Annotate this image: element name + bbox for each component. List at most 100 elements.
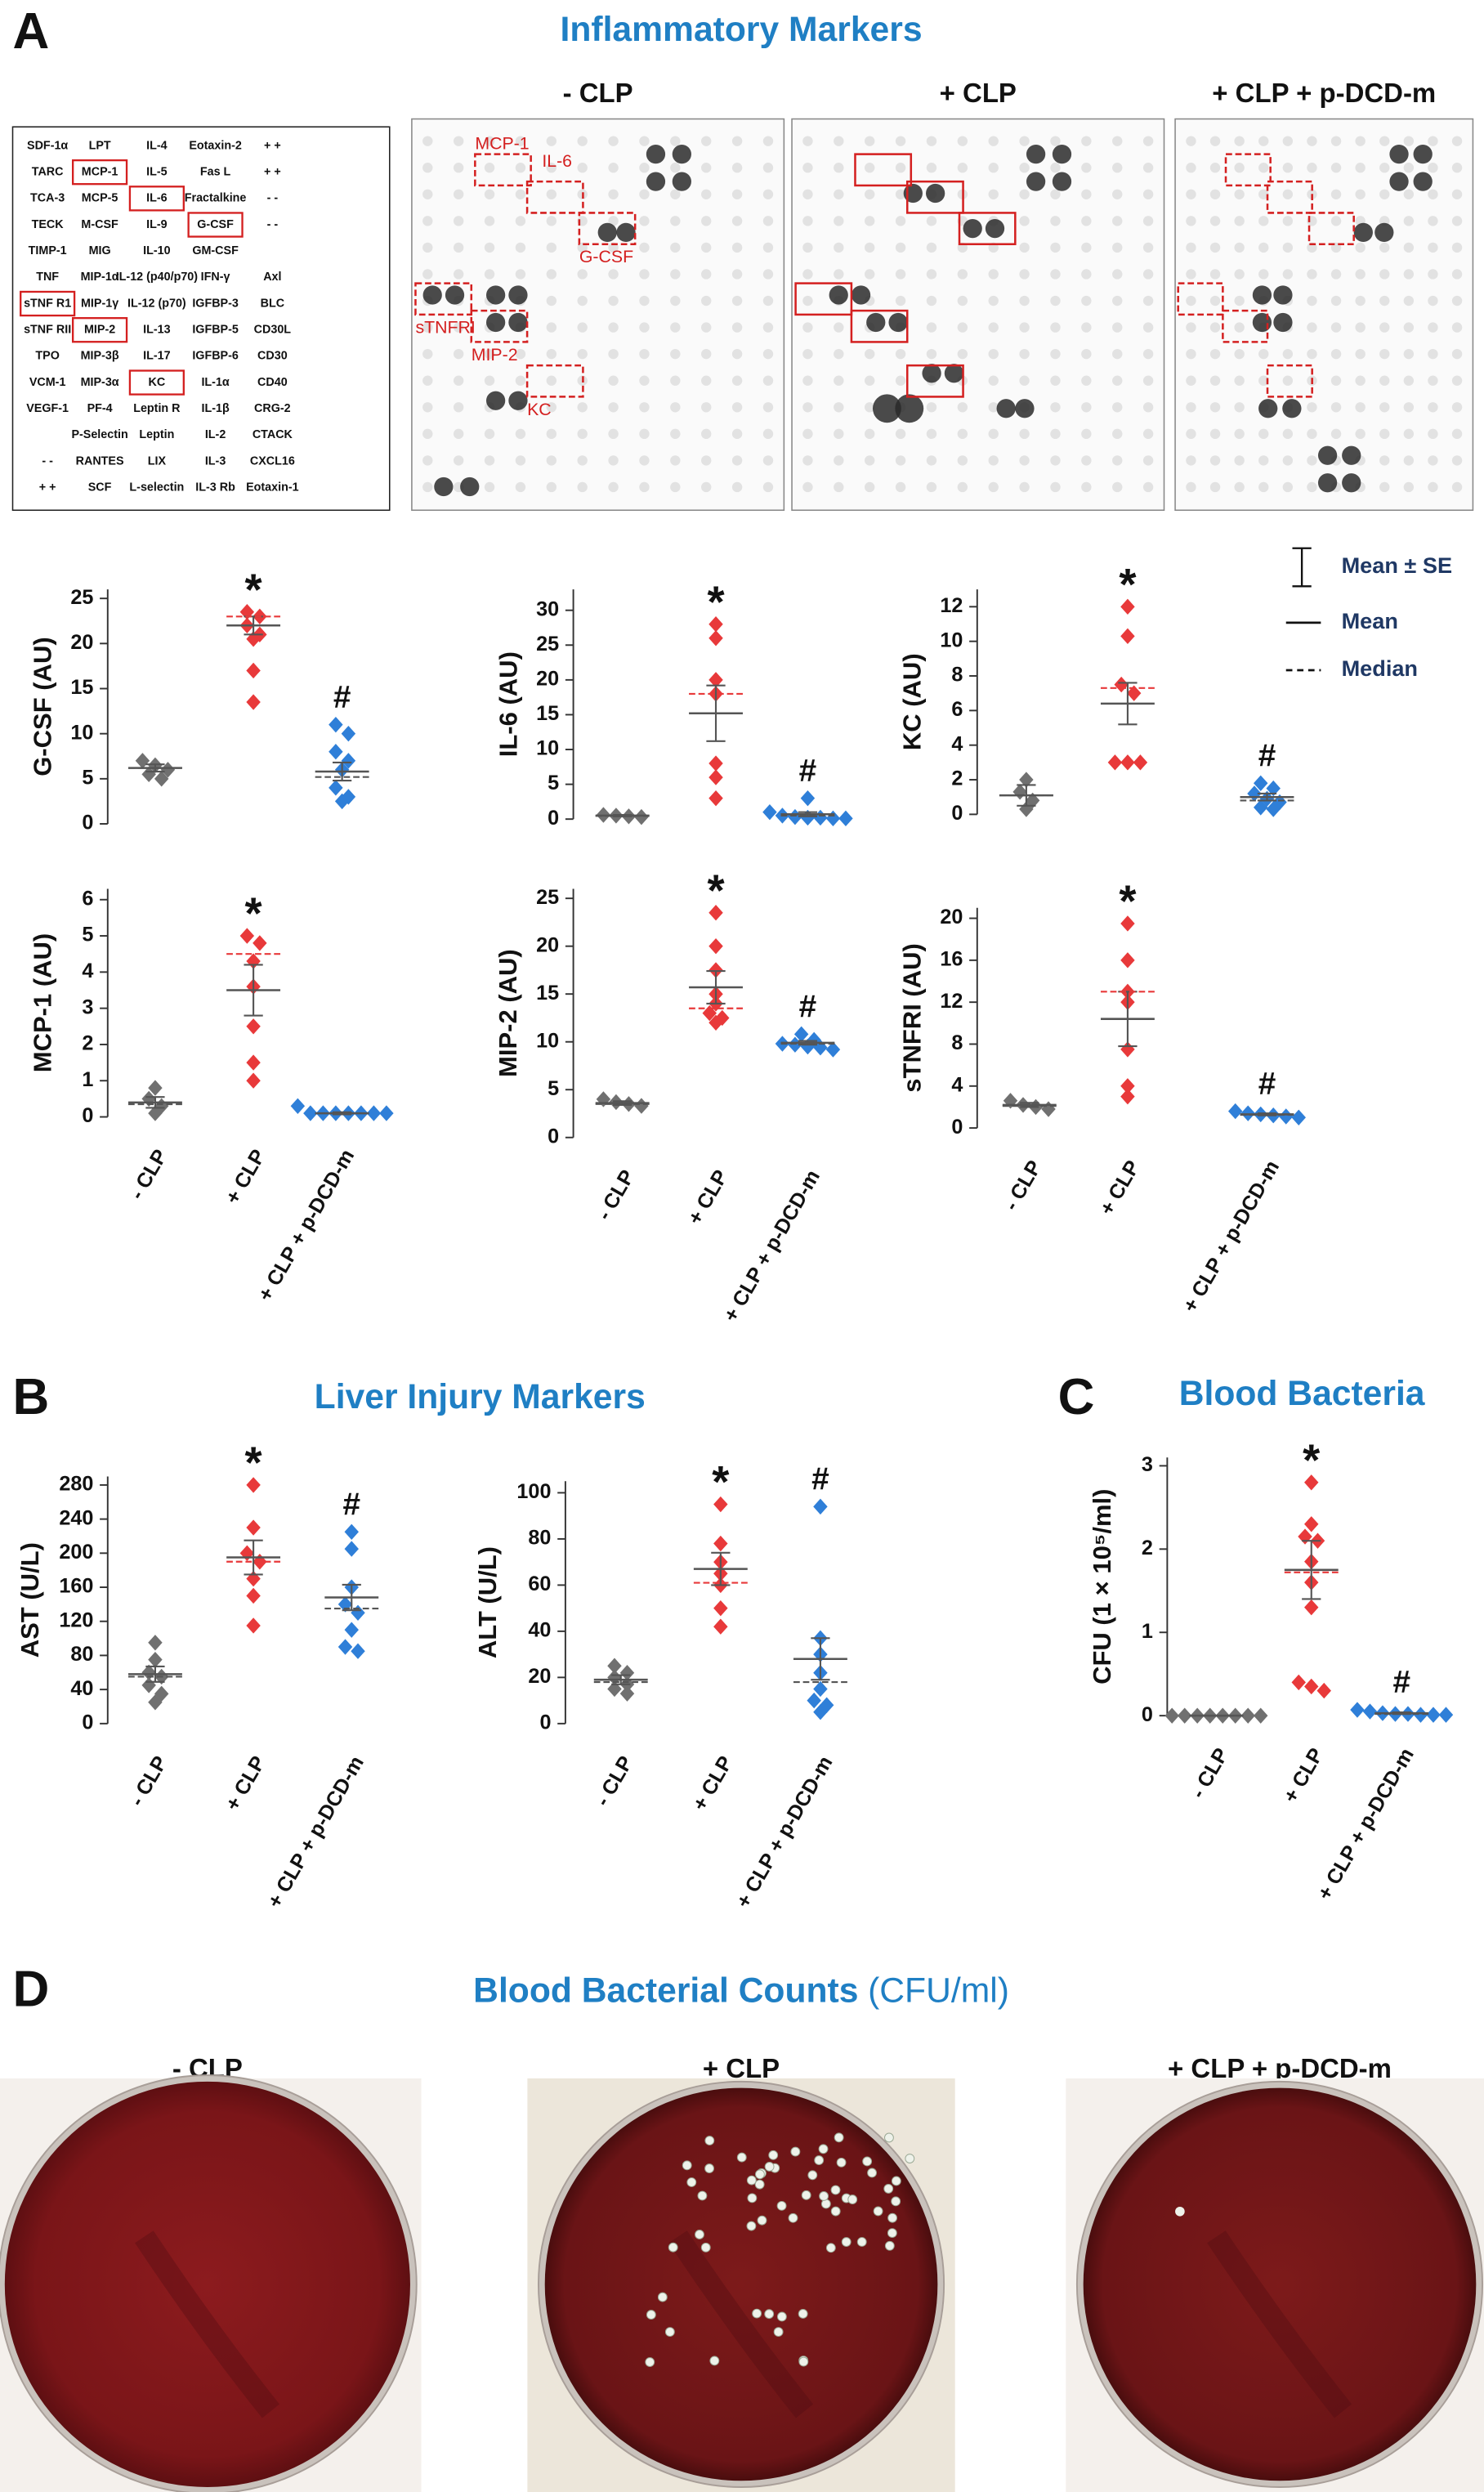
faint-spot [1142, 189, 1154, 199]
faint-spot [670, 189, 681, 199]
faint-spot [1451, 481, 1463, 493]
data-point [1362, 1703, 1378, 1720]
x-tick-label: + CLP + p-DCD-m [719, 1166, 825, 1326]
faint-spot [670, 216, 681, 226]
dark-spot [1389, 172, 1409, 191]
colony [747, 2193, 758, 2203]
y-tick-label: 0 [951, 802, 963, 825]
faint-spot [1112, 163, 1123, 173]
faint-spot [608, 189, 619, 199]
faint-spot [422, 402, 433, 413]
y-tick-label: 0 [1142, 1703, 1153, 1726]
key-cell: - - [267, 192, 279, 205]
key-cell: CXCL16 [250, 454, 295, 468]
key-cell: KC [149, 376, 166, 389]
data-point [1120, 598, 1135, 615]
faint-spot [731, 136, 743, 146]
faint-spot [1428, 295, 1438, 306]
faint-spot [484, 348, 495, 360]
plate-smear [1207, 2230, 1352, 2418]
data-point [762, 803, 777, 821]
faint-spot [1234, 216, 1245, 226]
y-tick-label: 5 [82, 924, 93, 946]
key-cell: IL-1β [201, 402, 229, 415]
key-cell: IL-1α [201, 376, 229, 389]
faint-spot [1019, 481, 1030, 493]
y-tick-label: 0 [548, 1125, 559, 1148]
faint-spot [484, 189, 495, 199]
faint-spot [1403, 402, 1415, 413]
faint-spot [1403, 269, 1415, 280]
y-tick-label: 2 [951, 767, 963, 790]
faint-spot [1050, 402, 1061, 413]
data-point [1120, 915, 1135, 932]
data-point [1240, 1707, 1255, 1724]
colony [686, 2177, 697, 2187]
significance-mark: * [1119, 877, 1137, 926]
y-tick-label: 10 [70, 721, 93, 744]
data-point [1279, 1108, 1294, 1125]
colony [736, 2152, 747, 2163]
faint-spot [895, 481, 906, 493]
faint-spot [802, 189, 813, 199]
key-cell: Eotaxin-2 [189, 139, 242, 152]
spot-label: G-CSF [579, 247, 633, 266]
faint-spot [1234, 375, 1245, 386]
key-cell: IL-3 [205, 454, 226, 468]
faint-spot [1209, 348, 1221, 360]
faint-spot [1112, 402, 1123, 413]
faint-spot [1451, 322, 1463, 333]
x-tick-label: - CLP [125, 1752, 172, 1810]
faint-spot [1355, 322, 1366, 333]
faint-spot [926, 269, 937, 280]
x-tick-label: - CLP [591, 1752, 637, 1810]
dark-spot [646, 172, 666, 191]
faint-spot [577, 428, 588, 440]
array-title: + CLP [940, 78, 1017, 108]
faint-spot [1209, 189, 1221, 199]
faint-spot [957, 455, 968, 466]
key-cell: IFN-γ [201, 271, 230, 284]
faint-spot [1379, 269, 1390, 280]
colony [755, 2169, 765, 2180]
faint-spot [988, 481, 999, 493]
faint-spot [1282, 136, 1294, 146]
faint-spot [1081, 242, 1092, 253]
faint-spot [453, 348, 464, 360]
dark-spot [646, 144, 666, 164]
y-tick-label: 80 [528, 1527, 551, 1550]
data-point [1120, 628, 1135, 645]
faint-spot [1403, 375, 1415, 386]
faint-spot [701, 481, 712, 493]
y-tick-label: 6 [951, 698, 963, 721]
dark-spot [996, 399, 1016, 418]
data-point [344, 1541, 359, 1557]
faint-spot [577, 269, 588, 280]
faint-spot [1403, 189, 1415, 199]
dark-spot [597, 222, 617, 242]
spot-box [414, 282, 473, 316]
key-cell: LPT [89, 139, 111, 152]
plate-agar [544, 2087, 938, 2481]
faint-spot [701, 189, 712, 199]
faint-spot [1019, 189, 1030, 199]
significance-mark: * [707, 866, 725, 915]
faint-spot [515, 242, 526, 253]
faint-spot [608, 455, 619, 466]
key-cell: GM-CSF [192, 244, 239, 257]
y-tick-label: 30 [536, 597, 559, 620]
key-cell: MIP-1α [81, 271, 119, 284]
dark-spot [922, 364, 941, 383]
faint-spot [762, 402, 774, 413]
faint-spot [731, 402, 743, 413]
key-highlight [71, 316, 128, 343]
faint-spot [762, 189, 774, 199]
y-tick-label: 25 [70, 586, 93, 609]
faint-spot [1081, 189, 1092, 199]
faint-spot [1307, 348, 1317, 360]
colony [905, 2154, 915, 2163]
data-point [1316, 1682, 1331, 1699]
data-point [344, 1622, 359, 1638]
data-point [708, 755, 723, 772]
